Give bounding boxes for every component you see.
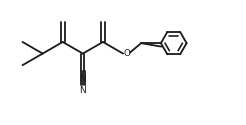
- Text: O: O: [124, 49, 131, 58]
- Text: N: N: [79, 74, 86, 83]
- Text: N: N: [79, 86, 86, 95]
